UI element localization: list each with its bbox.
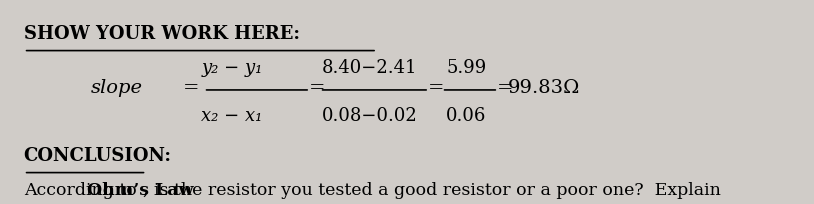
Text: 0.08−0.02: 0.08−0.02 [322,106,418,124]
Text: 99.83Ω: 99.83Ω [508,79,580,97]
Text: CONCLUSION:: CONCLUSION: [24,147,172,165]
Text: Ohm’s Law: Ohm’s Law [87,182,194,200]
Text: x₂ − x₁: x₂ − x₁ [201,106,263,124]
Text: 0.06: 0.06 [446,106,487,124]
Text: According to: According to [24,182,142,200]
Text: 8.40−2.41: 8.40−2.41 [322,59,418,77]
Text: , is the resistor you tested a good resistor or a poor one?  Explain: , is the resistor you tested a good resi… [143,182,721,200]
Text: =: = [428,79,444,97]
Text: y₂ − y₁: y₂ − y₁ [201,59,263,77]
Text: 5.99: 5.99 [446,59,486,77]
Text: =: = [309,79,326,97]
Text: slope: slope [90,79,142,97]
Text: =: = [183,79,199,97]
Text: SHOW YOUR WORK HERE:: SHOW YOUR WORK HERE: [24,25,300,43]
Text: =: = [497,79,514,97]
